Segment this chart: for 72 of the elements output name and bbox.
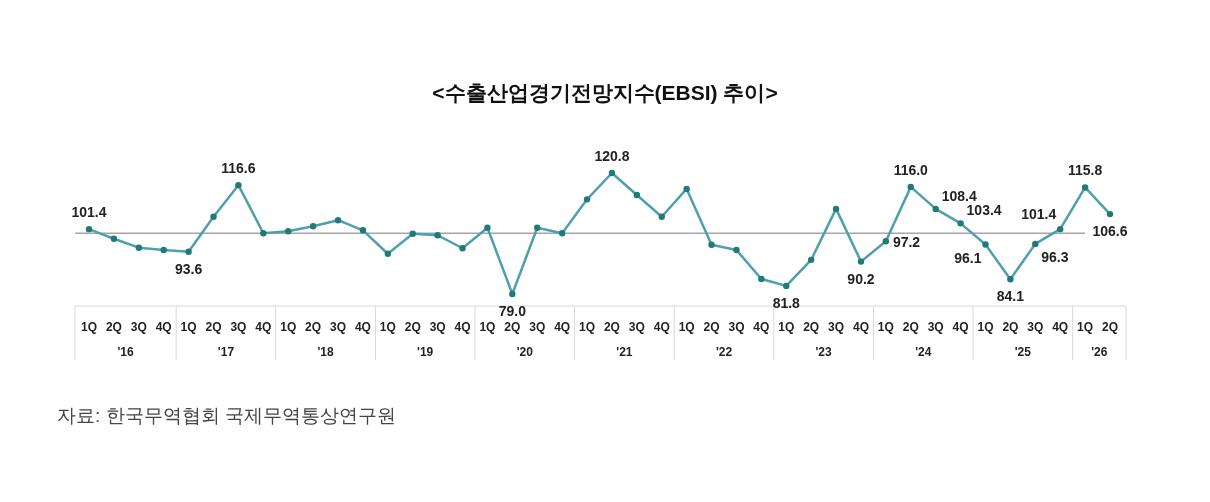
x-tick-label: 2Q bbox=[603, 320, 620, 334]
text: '16 bbox=[117, 345, 135, 359]
x-tick-label: 1Q bbox=[977, 320, 994, 334]
x-tick-label: 3Q bbox=[529, 320, 546, 334]
data-label: 79.0 bbox=[498, 303, 527, 319]
text: '18 bbox=[317, 345, 334, 359]
x-tick-label: 3Q bbox=[130, 320, 147, 334]
x-tick-label: 4Q bbox=[653, 320, 670, 334]
data-label: 108.4 bbox=[941, 187, 977, 204]
x-tick-label: 4Q bbox=[852, 320, 869, 334]
data-label: 106.6 bbox=[1092, 223, 1128, 240]
x-tick-label: 2Q bbox=[803, 320, 820, 334]
text: '21 bbox=[616, 345, 633, 359]
text: '26 bbox=[1091, 345, 1108, 359]
x-tick-label: 4Q bbox=[155, 320, 172, 334]
x-tick-label: 2Q bbox=[902, 320, 919, 334]
data-label: 103.4 bbox=[966, 202, 1002, 219]
x-tick-label: 4Q bbox=[554, 320, 571, 334]
text: '25 bbox=[1014, 345, 1032, 359]
text: '17 bbox=[217, 345, 235, 359]
data-label: 96.1 bbox=[954, 249, 982, 266]
data-label: 93.6 bbox=[174, 260, 203, 277]
x-tick-label: 1Q bbox=[877, 320, 894, 334]
x-tick-label: 3Q bbox=[628, 320, 645, 334]
data-label: 116.6 bbox=[221, 160, 256, 177]
x-tick-label: 2Q bbox=[105, 320, 122, 334]
x-tick-label: 1Q bbox=[579, 320, 596, 334]
data-label: 120.8 bbox=[594, 148, 630, 164]
text: '19 bbox=[417, 345, 434, 359]
x-tick-label: 1Q bbox=[678, 320, 695, 334]
x-tick-label: 4Q bbox=[354, 320, 371, 334]
x-tick-label: 4Q bbox=[1052, 320, 1069, 334]
data-label: 116.0 bbox=[893, 161, 929, 178]
text: '20 bbox=[516, 345, 534, 359]
x-tick-label: 3Q bbox=[1027, 320, 1044, 334]
data-label: 101.4 bbox=[71, 204, 107, 221]
x-tick-label: 3Q bbox=[728, 320, 745, 334]
x-tick-label: 1Q bbox=[479, 320, 496, 334]
x-tick-label: 1Q bbox=[80, 320, 98, 334]
x-tick-label: 1Q bbox=[280, 320, 297, 334]
chart-title: <수출산업경기전망지수(EBSI) 추이> bbox=[432, 81, 778, 104]
text: '24 bbox=[915, 345, 932, 359]
x-tick-label: 3Q bbox=[828, 320, 845, 334]
x-tick-label: 2Q bbox=[1101, 320, 1119, 334]
x-tick-label: 2Q bbox=[703, 320, 720, 334]
data-label: 97.2 bbox=[892, 234, 921, 251]
x-tick-label: 3Q bbox=[429, 320, 446, 334]
text: '23 bbox=[815, 345, 833, 359]
data-label: 96.3 bbox=[1041, 248, 1069, 265]
x-tick-label: 2Q bbox=[404, 320, 421, 334]
data-label: 81.8 bbox=[772, 294, 801, 311]
x-tick-label: 1Q bbox=[379, 320, 396, 334]
x-tick-label: 2Q bbox=[1002, 320, 1019, 334]
x-tick-label: 4Q bbox=[255, 320, 272, 334]
data-label: 115.8 bbox=[1067, 162, 1103, 179]
data-label: 101.4 bbox=[1021, 206, 1057, 223]
data-label: 90.2 bbox=[847, 270, 875, 287]
x-tick-label: 3Q bbox=[230, 320, 247, 334]
data-label: 84.1 bbox=[996, 288, 1025, 305]
text: 자료: 한국무역협회 국제무역통상연구원 bbox=[57, 405, 396, 426]
x-tick-label: 1Q bbox=[1077, 320, 1094, 334]
x-tick-label: 2Q bbox=[205, 320, 222, 334]
x-tick-label: 1Q bbox=[778, 320, 795, 334]
x-tick-label: 3Q bbox=[330, 320, 347, 334]
text: '22 bbox=[715, 345, 733, 359]
x-tick-label: 2Q bbox=[504, 320, 521, 334]
x-tick-label: 2Q bbox=[305, 320, 322, 334]
x-tick-label: 3Q bbox=[927, 320, 944, 334]
x-tick-label: 4Q bbox=[952, 320, 969, 334]
x-tick-label: 4Q bbox=[454, 320, 471, 334]
x-tick-label: 4Q bbox=[753, 320, 770, 334]
x-tick-label: 1Q bbox=[180, 320, 197, 334]
